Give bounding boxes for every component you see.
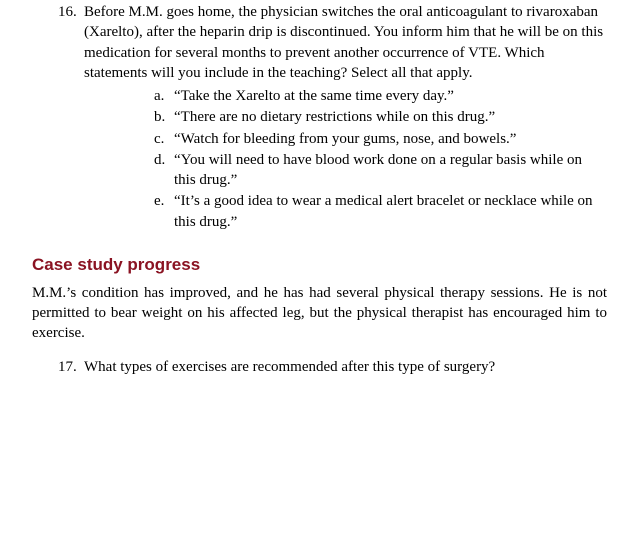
question-16: 16.Before M.M. goes home, the physician … <box>32 2 607 232</box>
option-text: “You will need to have blood work done o… <box>174 150 607 191</box>
q16-option-c: c. “Watch for bleeding from your gums, n… <box>154 129 607 149</box>
q17-number: 17. <box>58 357 84 377</box>
progress-paragraph: M.M.’s condition has improved, and he ha… <box>32 283 607 344</box>
q16-stem-text: Before M.M. goes home, the physician swi… <box>84 4 603 81</box>
q16-option-a: a. “Take the Xarelto at the same time ev… <box>154 86 607 106</box>
q17-stem: 17.What types of exercises are recommend… <box>84 357 607 377</box>
page-content: 16.Before M.M. goes home, the physician … <box>0 2 639 378</box>
option-text: “Watch for bleeding from your gums, nose… <box>174 129 607 149</box>
option-letter: b. <box>154 107 174 127</box>
q16-option-e: e. “It’s a good idea to wear a medical a… <box>154 191 607 232</box>
option-letter: d. <box>154 150 174 170</box>
option-letter: c. <box>154 129 174 149</box>
question-17: 17.What types of exercises are recommend… <box>32 357 607 377</box>
option-text: “There are no dietary restrictions while… <box>174 107 607 127</box>
section-heading: Case study progress <box>32 254 607 277</box>
option-text: “It’s a good idea to wear a medical aler… <box>174 191 607 232</box>
q17-stem-text: What types of exercises are recommended … <box>84 359 495 375</box>
option-letter: e. <box>154 191 174 211</box>
q16-options: a. “Take the Xarelto at the same time ev… <box>84 86 607 232</box>
option-text: “Take the Xarelto at the same time every… <box>174 86 607 106</box>
q16-number: 16. <box>58 2 84 22</box>
q16-option-b: b. “There are no dietary restrictions wh… <box>154 107 607 127</box>
option-letter: a. <box>154 86 174 106</box>
q16-stem: 16.Before M.M. goes home, the physician … <box>84 2 607 83</box>
q16-option-d: d. “You will need to have blood work don… <box>154 150 607 191</box>
